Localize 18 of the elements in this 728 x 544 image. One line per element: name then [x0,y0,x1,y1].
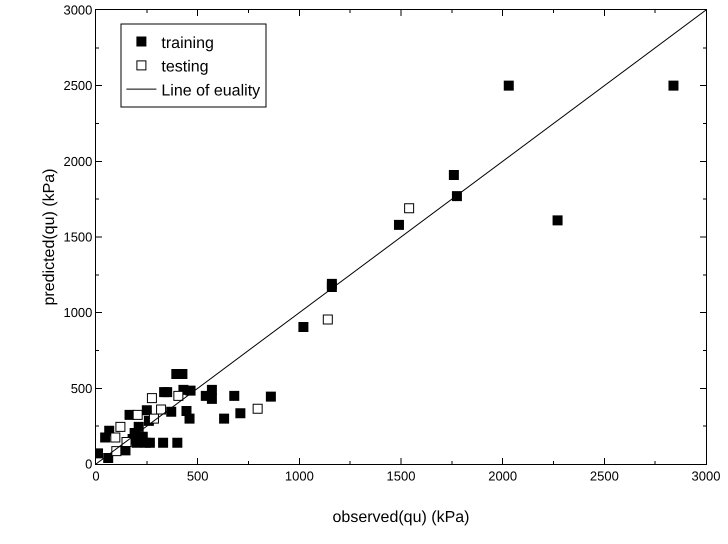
y-tick-label: 500 [70,380,92,396]
x-tick-label: 2500 [590,468,619,484]
x-tick-label: 1000 [284,468,314,484]
x-tick-label: 1500 [386,468,416,484]
x-tick-label: 3000 [692,468,720,484]
y-tick-label: 1500 [63,230,92,245]
y-tick-label: 3000 [63,2,92,18]
x-tick-label: 500 [186,468,209,484]
x-axis-title: observed(qu) (kPa) [332,509,470,526]
y-tick-label: 0 [85,456,92,472]
x-tick-label: 2000 [488,468,518,484]
legend-label: training [161,34,214,52]
legend-label: testing [161,58,209,76]
y-axis-title: predicted(qu) (kPa) [41,168,58,306]
legend-label: Line of euality [161,82,260,100]
y-tick-label: 2500 [63,78,92,94]
y-tick-label: 1000 [63,305,92,320]
y-tick-label: 2000 [63,154,92,169]
